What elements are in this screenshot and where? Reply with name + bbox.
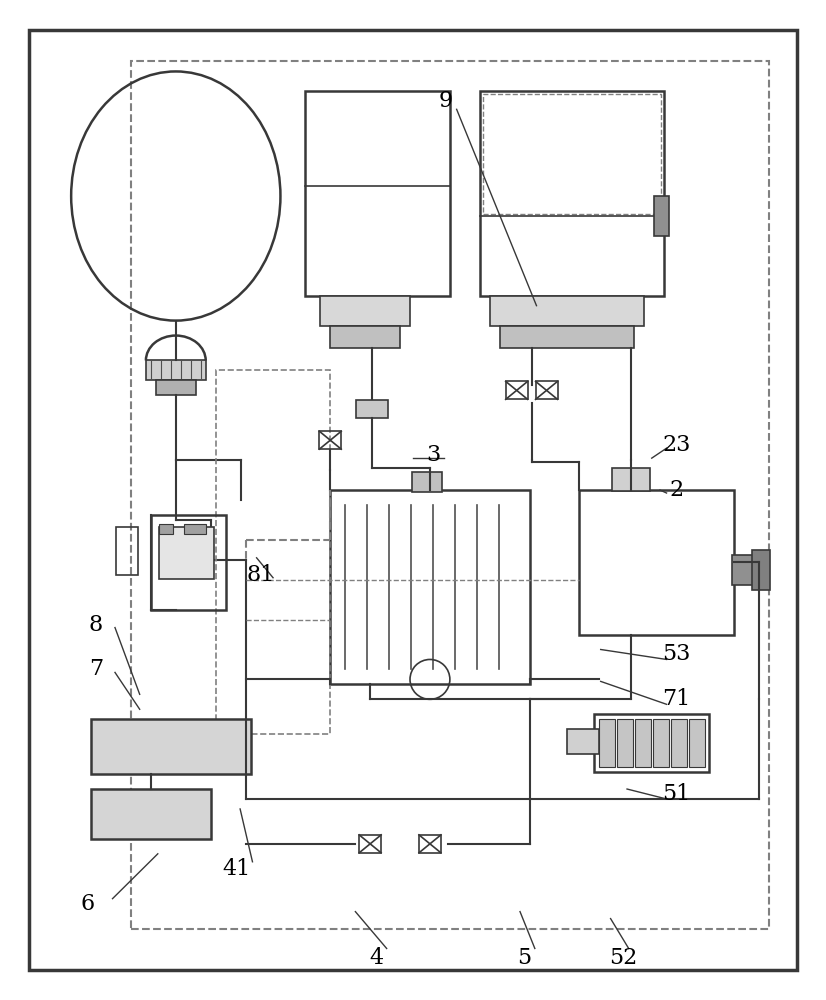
Bar [146, 360, 206, 380]
Bar [412, 472, 442, 492]
Bar [116, 527, 138, 575]
Text: 53: 53 [662, 643, 691, 665]
Bar [91, 719, 250, 774]
Bar [356, 400, 388, 418]
Text: 6: 6 [81, 893, 95, 915]
Bar [653, 719, 669, 767]
Bar [91, 789, 211, 839]
Bar [506, 381, 528, 399]
Bar [617, 719, 634, 767]
Bar [600, 719, 615, 767]
Bar [500, 326, 634, 348]
Bar [579, 490, 734, 635]
Bar [635, 719, 651, 767]
Text: 41: 41 [222, 858, 250, 880]
Bar [567, 729, 600, 754]
Bar [482, 94, 661, 214]
Bar [654, 196, 669, 236]
Text: 8: 8 [89, 614, 103, 636]
Bar [419, 835, 441, 853]
Text: 9: 9 [439, 90, 453, 112]
Bar [320, 296, 410, 326]
Text: 7: 7 [89, 658, 103, 680]
Text: 2: 2 [669, 479, 683, 501]
Bar [359, 835, 381, 853]
Text: 5: 5 [517, 947, 531, 969]
Bar [689, 719, 705, 767]
Bar [672, 719, 687, 767]
Text: 51: 51 [662, 783, 691, 805]
Text: 4: 4 [369, 947, 383, 969]
Bar [306, 91, 450, 296]
Bar [131, 61, 769, 929]
Bar [216, 370, 330, 734]
Text: 23: 23 [662, 434, 691, 456]
Bar [330, 326, 400, 348]
Bar [612, 468, 650, 491]
Bar [159, 527, 214, 579]
Bar [480, 91, 664, 296]
Bar [320, 431, 341, 449]
Bar [156, 380, 196, 395]
Bar [732, 555, 754, 585]
Bar [535, 381, 558, 399]
Bar [595, 714, 709, 772]
Bar [151, 515, 225, 610]
Text: 71: 71 [662, 688, 691, 710]
Text: 81: 81 [246, 564, 275, 586]
Bar [490, 296, 644, 326]
Bar [183, 524, 206, 534]
Text: 52: 52 [609, 947, 637, 969]
Bar [159, 524, 173, 534]
Text: 3: 3 [426, 444, 441, 466]
Bar [752, 550, 770, 590]
Bar [330, 490, 529, 684]
